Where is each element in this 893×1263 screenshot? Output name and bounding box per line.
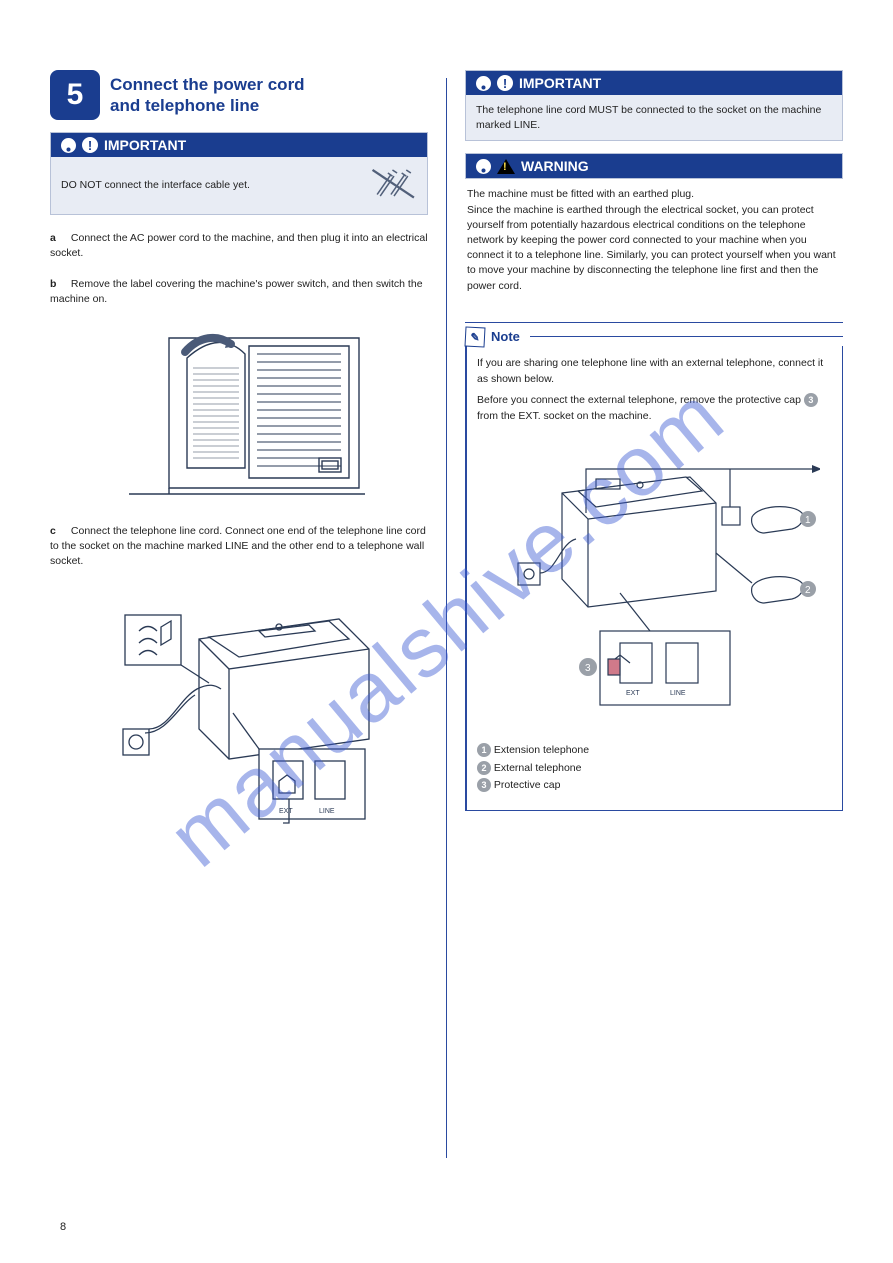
right-column: ! IMPORTANT The telephone line cord MUST… bbox=[465, 70, 843, 1160]
important-body-left: DO NOT connect the interface cable yet. bbox=[51, 157, 427, 214]
note-label: Note bbox=[491, 329, 520, 344]
sub-a-label: a bbox=[50, 231, 68, 246]
important-label-right: IMPORTANT bbox=[519, 75, 601, 91]
warning-text: The machine must be fitted with an earth… bbox=[465, 179, 843, 302]
svg-text:LINE: LINE bbox=[319, 808, 335, 815]
legend-row-1: 1 Extension telephone bbox=[477, 743, 832, 759]
svg-text:1: 1 bbox=[805, 515, 811, 526]
note-marker-3: 3 bbox=[804, 393, 818, 407]
svg-text:2: 2 bbox=[805, 585, 811, 596]
important-banner-left: ! IMPORTANT DO NOT connect the interface… bbox=[50, 132, 428, 215]
note-head: ✎ Note bbox=[465, 322, 843, 347]
important-label-left: IMPORTANT bbox=[104, 137, 186, 153]
no-cable-icon bbox=[371, 165, 417, 206]
note-block: ✎ Note If you are sharing one telephone … bbox=[465, 322, 843, 811]
important-text-left: DO NOT connect the interface cable yet. bbox=[61, 178, 363, 193]
note-icon: ✎ bbox=[464, 326, 485, 347]
svg-text:LINE: LINE bbox=[670, 690, 686, 697]
important-head-left: ! IMPORTANT bbox=[51, 133, 427, 157]
sub-b-label: b bbox=[50, 277, 68, 292]
warning-icon bbox=[497, 159, 515, 174]
left-column: 5 Connect the power cord and telephone l… bbox=[50, 70, 428, 1160]
step-badge: 5 Connect the power cord and telephone l… bbox=[50, 70, 428, 120]
sub-a: a Connect the AC power cord to the machi… bbox=[50, 231, 428, 261]
note-subtext-row: Before you connect the external telephon… bbox=[477, 393, 832, 425]
warning-banner: WARNING bbox=[465, 153, 843, 179]
legend: 1 Extension telephone 2 External telepho… bbox=[477, 743, 832, 794]
legend-marker-2: 2 bbox=[477, 761, 491, 775]
important-icon-right: ! bbox=[497, 75, 513, 91]
sub-b-text: Remove the label covering the machine's … bbox=[50, 278, 423, 305]
column-divider bbox=[446, 78, 447, 1158]
page: 5 Connect the power cord and telephone l… bbox=[0, 0, 893, 1200]
legend-row-3: 3 Protective cap bbox=[477, 778, 832, 794]
note-body: If you are sharing one telephone line wi… bbox=[465, 346, 843, 811]
svg-text:3: 3 bbox=[585, 663, 591, 674]
important-body-right: The telephone line cord MUST be connecte… bbox=[466, 95, 842, 140]
illustration-line-cord: EXT LINE bbox=[50, 579, 428, 829]
note-subtext: Before you connect the external telephon… bbox=[477, 394, 801, 406]
step-title-line1: Connect the power cord bbox=[110, 75, 305, 94]
legend-1: Extension telephone bbox=[494, 744, 589, 756]
sub-b: b Remove the label covering the machine'… bbox=[50, 277, 428, 307]
legend-marker-1: 1 bbox=[477, 743, 491, 757]
page-number: 8 bbox=[60, 1221, 66, 1233]
warning-head: WARNING bbox=[466, 154, 842, 178]
step-title: Connect the power cord and telephone lin… bbox=[110, 74, 305, 117]
note-text: If you are sharing one telephone line wi… bbox=[477, 356, 832, 388]
illustration-phones: 1 2 EXT LINE 3 bbox=[477, 433, 832, 733]
important-head-right: ! IMPORTANT bbox=[466, 71, 842, 95]
svg-text:EXT: EXT bbox=[279, 808, 293, 815]
sub-c: c Connect the telephone line cord. Conne… bbox=[50, 524, 428, 570]
step-title-line2: and telephone line bbox=[110, 96, 259, 115]
legend-3: Protective cap bbox=[494, 779, 561, 791]
important-text-right: The telephone line cord MUST be connecte… bbox=[476, 103, 832, 132]
legend-marker-3: 3 bbox=[477, 778, 491, 792]
illustration-label-peel bbox=[50, 318, 428, 508]
important-icon: ! bbox=[82, 137, 98, 153]
warning-label: WARNING bbox=[521, 158, 589, 174]
important-banner-right: ! IMPORTANT The telephone line cord MUST… bbox=[465, 70, 843, 141]
sub-c-label: c bbox=[50, 524, 68, 539]
note-rule bbox=[530, 336, 843, 337]
legend-row-2: 2 External telephone bbox=[477, 761, 832, 777]
legend-2: External telephone bbox=[494, 762, 582, 774]
step-number: 5 bbox=[50, 70, 100, 120]
note-subtext-after: from the EXT. socket on the machine. bbox=[477, 410, 652, 422]
svg-text:EXT: EXT bbox=[626, 690, 640, 697]
sub-a-text: Connect the AC power cord to the machine… bbox=[50, 232, 428, 259]
sub-c-text: Connect the telephone line cord. Connect… bbox=[50, 525, 426, 567]
